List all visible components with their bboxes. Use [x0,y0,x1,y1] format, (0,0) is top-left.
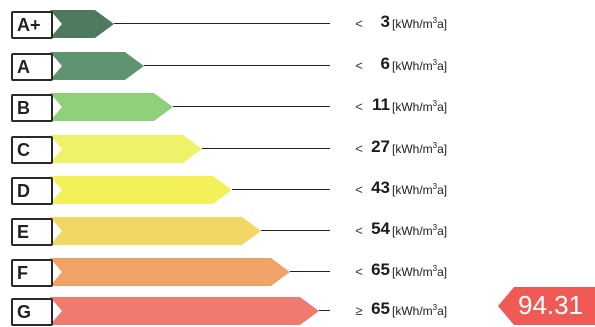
class-threshold-value: 65 [371,299,390,318]
class-comparator: < [355,58,363,73]
class-letter: B [11,94,53,122]
class-letter: D [11,177,53,205]
result-value: 94.31 [518,290,584,320]
class-comparator: < [355,141,363,156]
class-comparator: ≥ [355,303,363,318]
class-row-g: G ≥ 65 [kWh/m3a] [0,295,595,327]
class-unit: [kWh/m3a] [392,99,448,114]
class-unit: [kWh/m3a] [392,264,448,279]
class-comparator: < [355,223,363,238]
class-row-a-plus: A+ < 3 [kWh/m3a] [0,8,595,40]
class-row-d: D < 43 [kWh/m3a] [0,174,595,206]
class-unit: [kWh/m3a] [392,16,448,31]
class-threshold-value: 27 [371,137,390,156]
class-row-a: A < 6 [kWh/m3a] [0,50,595,82]
class-leader-line [261,230,330,231]
class-row-c: C < 27 [kWh/m3a] [0,133,595,165]
class-row-f: F < 65 [kWh/m3a] [0,256,595,288]
class-comparator: < [355,16,363,31]
class-arrow [50,93,173,121]
class-threshold-value: 6 [380,54,390,73]
class-leader-line [144,65,330,66]
class-unit: [kWh/m3a] [392,303,448,318]
class-arrow [50,52,144,80]
class-arrow [50,176,232,204]
class-letter: G [11,298,53,326]
class-row-b: B < 11 [kWh/m3a] [0,91,595,123]
class-threshold-value: 54 [371,219,390,238]
class-unit: [kWh/m3a] [392,141,448,156]
class-letter: A+ [11,11,53,39]
class-letter: E [11,218,53,246]
class-leader-line [114,23,330,24]
class-leader-line [173,106,330,107]
class-unit: [kWh/m3a] [392,58,448,73]
class-comparator: < [355,182,363,197]
class-unit: [kWh/m3a] [392,223,448,238]
class-comparator: < [355,264,363,279]
result-arrow [498,287,595,325]
class-leader-line [232,189,330,190]
class-leader-line [202,148,330,149]
class-letter: A [11,53,53,81]
class-letter: F [11,259,53,287]
class-arrow [50,297,319,325]
class-leader-line [319,310,330,311]
class-arrow [50,217,261,245]
class-threshold-value: 65 [371,260,390,279]
class-leader-line [290,271,330,272]
class-row-e: E < 54 [kWh/m3a] [0,215,595,247]
class-unit: [kWh/m3a] [392,182,448,197]
class-letter: C [11,136,53,164]
class-threshold-value: 3 [380,12,390,31]
class-arrow [50,258,290,286]
class-arrow [50,10,114,38]
class-threshold-value: 43 [371,178,390,197]
class-comparator: < [355,99,363,114]
class-threshold-value: 11 [372,95,390,114]
class-arrow [50,135,202,163]
result-indicator: 94.31 [498,287,595,325]
